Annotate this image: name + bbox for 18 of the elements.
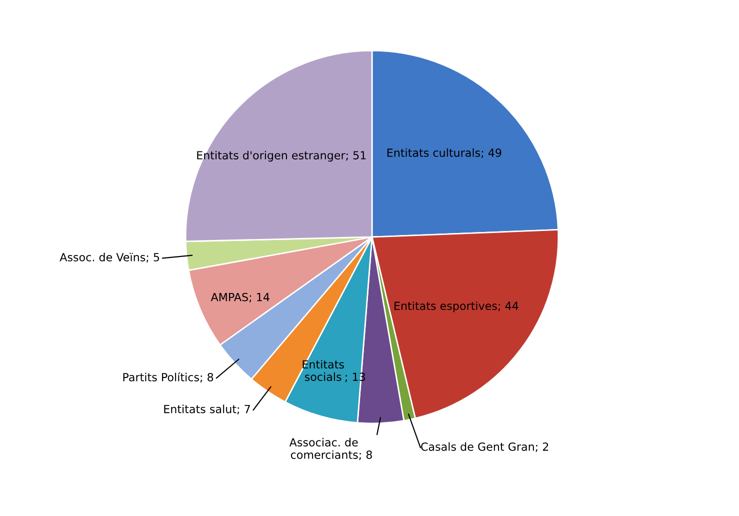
data-label: ; 2	[536, 442, 548, 452]
data-label: ; 5	[146, 253, 160, 263]
slice-label: Entitats esportives	[394, 301, 497, 312]
slice-label: Assoc. de Veïns	[60, 252, 146, 262]
slice-label: Entitats salut	[164, 404, 236, 414]
data-label: ; 7	[237, 404, 250, 414]
data-label: ; 44	[498, 302, 518, 312]
slice-label: Partits Polítics	[123, 372, 199, 382]
slice-label: Casals de Gent Gran	[421, 442, 534, 451]
slice-label: AMPAS	[210, 292, 248, 302]
data-label: ; 51	[346, 151, 366, 161]
slice-label: Entitats d'origen estranger	[197, 150, 346, 162]
slice-label: Entitats culturals	[387, 148, 480, 157]
data-label: ; 8	[359, 450, 372, 460]
data-label: ; 49	[481, 148, 502, 158]
data-label: ; 14	[249, 293, 270, 302]
data-label: ; 8	[200, 372, 214, 382]
slice-label: Associac. de comerciants	[289, 438, 358, 459]
